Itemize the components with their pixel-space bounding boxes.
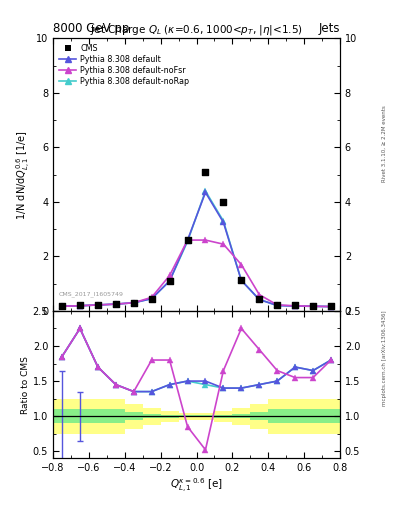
Text: Rivet 3.1.10, ≥ 2.2M events: Rivet 3.1.10, ≥ 2.2M events: [382, 105, 387, 182]
Point: [184, 236, 191, 244]
Legend: CMS, Pythia 8.308 default, Pythia 8.308 default-noFsr, Pythia 8.308 default-noRa: CMS, Pythia 8.308 default, Pythia 8.308 …: [57, 42, 191, 88]
Point: [167, 277, 173, 285]
Point: [292, 302, 298, 310]
Point: [220, 198, 226, 206]
X-axis label: $Q_{L,1}^{\kappa=0.6}$ [e]: $Q_{L,1}^{\kappa=0.6}$ [e]: [170, 477, 223, 496]
Point: [95, 301, 101, 309]
Point: [130, 298, 137, 307]
Point: [328, 302, 334, 310]
Point: [77, 302, 83, 310]
Text: Jets: Jets: [318, 22, 340, 34]
Point: [238, 275, 244, 284]
Text: mcplots.cern.ch [arXiv:1306.3436]: mcplots.cern.ch [arXiv:1306.3436]: [382, 311, 387, 406]
Y-axis label: 1/N dN/d$Q_{L,1}^{0.6}$ [1/e]: 1/N dN/d$Q_{L,1}^{0.6}$ [1/e]: [15, 130, 33, 220]
Title: Jet Charge $Q_L$ ($\kappa$=0.6, 1000<$p_{T}$, $|\eta|$<1.5): Jet Charge $Q_L$ ($\kappa$=0.6, 1000<$p_…: [90, 24, 303, 37]
Point: [274, 301, 280, 309]
Point: [149, 294, 155, 303]
Point: [202, 168, 209, 176]
Y-axis label: Ratio to CMS: Ratio to CMS: [21, 356, 30, 414]
Point: [310, 302, 316, 310]
Point: [113, 300, 119, 308]
Point: [59, 302, 65, 310]
Point: [256, 294, 263, 303]
Text: CMS_2017_I1605749: CMS_2017_I1605749: [59, 292, 124, 297]
Text: 8000 GeV pp: 8000 GeV pp: [53, 22, 129, 34]
